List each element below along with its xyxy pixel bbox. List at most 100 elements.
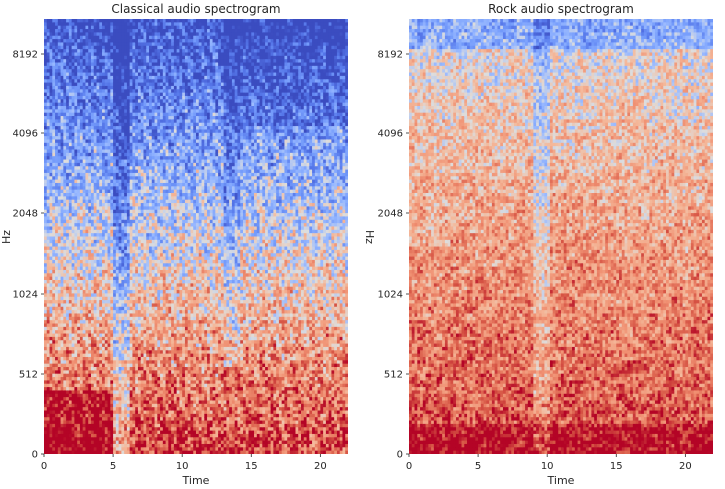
heatmap-cell [90, 336, 95, 341]
heatmap-cell [68, 296, 73, 301]
heatmap-cell [104, 323, 109, 328]
heatmap-cell [49, 156, 53, 161]
heatmap-cell [60, 269, 64, 274]
heatmap-cell [44, 206, 48, 211]
heatmap-cell [77, 139, 81, 144]
heatmap-cell [55, 199, 59, 204]
heatmap-cell [66, 89, 70, 94]
heatmap-cell [88, 159, 92, 164]
heatmap-cell [102, 356, 106, 361]
heatmap-cell [96, 116, 100, 120]
heatmap-cell [102, 413, 106, 418]
heatmap-cell [49, 169, 53, 174]
heatmap-cell [52, 377, 56, 381]
heatmap-cell [93, 269, 98, 274]
heatmap-cell [77, 82, 81, 87]
heatmap-cell [63, 239, 67, 244]
heatmap-cell [85, 89, 89, 94]
heatmap-cell [49, 397, 53, 402]
heatmap-cell [63, 427, 67, 432]
heatmap-cell [74, 236, 78, 241]
heatmap-cell [102, 139, 106, 144]
heatmap-cell [66, 45, 70, 50]
heatmap-cell [74, 229, 78, 234]
heatmap-cell [46, 186, 51, 191]
heatmap-cell [55, 29, 59, 33]
heatmap-cell [77, 39, 81, 44]
heatmap-cell [66, 333, 70, 338]
heatmap-cell [90, 353, 95, 358]
heatmap-cell [93, 296, 98, 301]
heatmap-cell [57, 216, 62, 221]
heatmap-cell [102, 259, 106, 264]
heatmap-cell [88, 233, 92, 238]
heatmap-cell [71, 290, 75, 294]
heatmap-cell [46, 263, 51, 268]
heatmap-cell [49, 276, 53, 281]
heatmap-cell [55, 142, 59, 147]
heatmap-cell [107, 400, 111, 405]
heatmap-cell [93, 69, 98, 74]
heatmap-cell [102, 119, 106, 124]
heatmap-cell [60, 306, 64, 311]
heatmap-cell [104, 116, 109, 120]
heatmap-cell [88, 206, 92, 211]
heatmap-cell [82, 49, 87, 54]
heatmap-cell [93, 92, 98, 97]
heatmap-cell [99, 179, 103, 184]
heatmap-cell [107, 179, 111, 184]
heatmap-cell [93, 206, 98, 211]
heatmap-cell [77, 313, 81, 318]
heatmap-cell [88, 203, 92, 207]
heatmap-cell [46, 266, 51, 271]
heatmap-cell [46, 443, 51, 448]
heatmap-cell [90, 25, 95, 30]
heatmap-cell [99, 266, 103, 271]
heatmap-cell [71, 256, 75, 261]
heatmap-cell [63, 336, 67, 341]
heatmap-cell [110, 52, 114, 57]
heatmap-cell [57, 343, 62, 348]
heatmap-cell [107, 186, 111, 191]
heatmap-cell [63, 132, 67, 137]
heatmap-cell [79, 333, 84, 338]
heatmap-cell [110, 303, 114, 308]
heatmap-cell [60, 420, 64, 425]
heatmap-cell [85, 35, 89, 40]
heatmap-cell [110, 306, 114, 311]
heatmap-cell [74, 427, 78, 432]
heatmap-cell [102, 300, 106, 305]
heatmap-cell [107, 146, 111, 151]
heatmap-cell [110, 243, 114, 248]
heatmap-cell [74, 440, 78, 445]
heatmap-cell [93, 450, 98, 454]
heatmap-cell [46, 269, 51, 274]
heatmap-cell [104, 313, 109, 318]
heatmap-cell [85, 353, 89, 358]
heatmap-cell [79, 280, 84, 284]
heatmap-cell [55, 45, 59, 50]
heatmap-cell [102, 447, 106, 452]
heatmap-cell [49, 102, 53, 107]
heatmap-cell [93, 420, 98, 425]
heatmap-cell [90, 310, 95, 315]
heatmap-cell [99, 139, 103, 144]
heatmap-cell [77, 182, 81, 187]
heatmap-cell [102, 320, 106, 325]
heatmap-cell [74, 216, 78, 221]
heatmap-cell [60, 55, 64, 60]
heatmap-cell [57, 326, 62, 331]
heatmap-cell [107, 407, 111, 412]
heatmap-cell [52, 99, 56, 104]
heatmap-cell [68, 236, 73, 241]
heatmap-cell [102, 193, 106, 197]
heatmap-cell [82, 75, 87, 80]
heatmap-cell [90, 387, 95, 392]
heatmap-cell [104, 280, 109, 284]
heatmap-cell [102, 246, 106, 251]
heatmap-cell [82, 116, 87, 120]
heatmap-cell [74, 263, 78, 268]
heatmap-cell [66, 360, 70, 365]
heatmap-cell [49, 410, 53, 415]
heatmap-cell [63, 75, 67, 80]
